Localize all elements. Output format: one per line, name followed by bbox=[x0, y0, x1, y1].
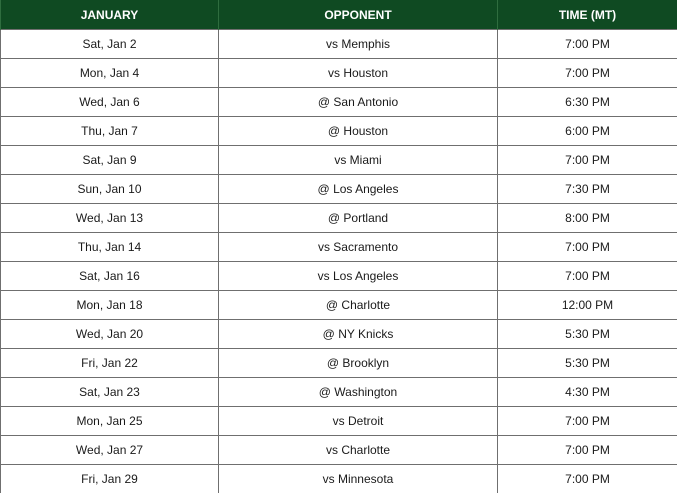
opponent-cell: @ NY Knicks bbox=[219, 320, 498, 349]
opponent-cell: @ Charlotte bbox=[219, 291, 498, 320]
table-header: JANUARY OPPONENT TIME (MT) bbox=[1, 0, 677, 30]
game-date-cell: Wed, Jan 27 bbox=[1, 436, 219, 465]
game-time-cell: 12:00 PM bbox=[498, 291, 677, 320]
game-time-cell: 4:30 PM bbox=[498, 378, 677, 407]
game-date-cell: Wed, Jan 20 bbox=[1, 320, 219, 349]
game-date-cell: Sun, Jan 10 bbox=[1, 175, 219, 204]
opponent-cell: vs Detroit bbox=[219, 407, 498, 436]
opponent-cell: @ Washington bbox=[219, 378, 498, 407]
opponent-cell: @ Portland bbox=[219, 204, 498, 233]
game-date-cell: Wed, Jan 6 bbox=[1, 88, 219, 117]
game-time-cell: 7:00 PM bbox=[498, 233, 677, 262]
opponent-cell: @ Houston bbox=[219, 117, 498, 146]
opponent-cell: vs Memphis bbox=[219, 30, 498, 59]
opponent-cell: @ Los Angeles bbox=[219, 175, 498, 204]
game-time-cell: 7:00 PM bbox=[498, 59, 677, 88]
game-time-cell: 6:00 PM bbox=[498, 117, 677, 146]
opponent-cell: vs Charlotte bbox=[219, 436, 498, 465]
column-header-time: TIME (MT) bbox=[498, 0, 677, 30]
game-time-cell: 7:00 PM bbox=[498, 262, 677, 291]
game-date-cell: Mon, Jan 4 bbox=[1, 59, 219, 88]
header-row: JANUARY OPPONENT TIME (MT) bbox=[1, 0, 677, 30]
game-date-cell: Thu, Jan 14 bbox=[1, 233, 219, 262]
game-time-cell: 7:00 PM bbox=[498, 146, 677, 175]
opponent-cell: vs Los Angeles bbox=[219, 262, 498, 291]
game-time-cell: 8:00 PM bbox=[498, 204, 677, 233]
game-time-cell: 5:30 PM bbox=[498, 320, 677, 349]
game-date-cell: Sat, Jan 16 bbox=[1, 262, 219, 291]
column-header-opponent: OPPONENT bbox=[219, 0, 498, 30]
game-date-cell: Mon, Jan 25 bbox=[1, 407, 219, 436]
opponent-cell: vs Houston bbox=[219, 59, 498, 88]
game-date-cell: Sat, Jan 2 bbox=[1, 30, 219, 59]
game-date-cell: Wed, Jan 13 bbox=[1, 204, 219, 233]
game-date-cell: Fri, Jan 22 bbox=[1, 349, 219, 378]
opponent-cell: vs Miami bbox=[219, 146, 498, 175]
game-time-cell: 6:30 PM bbox=[498, 88, 677, 117]
game-date-cell: Sat, Jan 9 bbox=[1, 146, 219, 175]
game-time-cell: 7:30 PM bbox=[498, 175, 677, 204]
game-date-cell: Thu, Jan 7 bbox=[1, 117, 219, 146]
opponent-cell: @ San Antonio bbox=[219, 88, 498, 117]
game-time-cell: 7:00 PM bbox=[498, 30, 677, 59]
game-time-cell: 7:00 PM bbox=[498, 407, 677, 436]
game-date-cell: Mon, Jan 18 bbox=[1, 291, 219, 320]
column-header-january: JANUARY bbox=[1, 0, 219, 30]
game-time-cell: 5:30 PM bbox=[498, 349, 677, 378]
opponent-cell: @ Brooklyn bbox=[219, 349, 498, 378]
game-time-cell: 7:00 PM bbox=[498, 436, 677, 465]
game-date-cell: Sat, Jan 23 bbox=[1, 378, 219, 407]
opponent-cell: vs Sacramento bbox=[219, 233, 498, 262]
